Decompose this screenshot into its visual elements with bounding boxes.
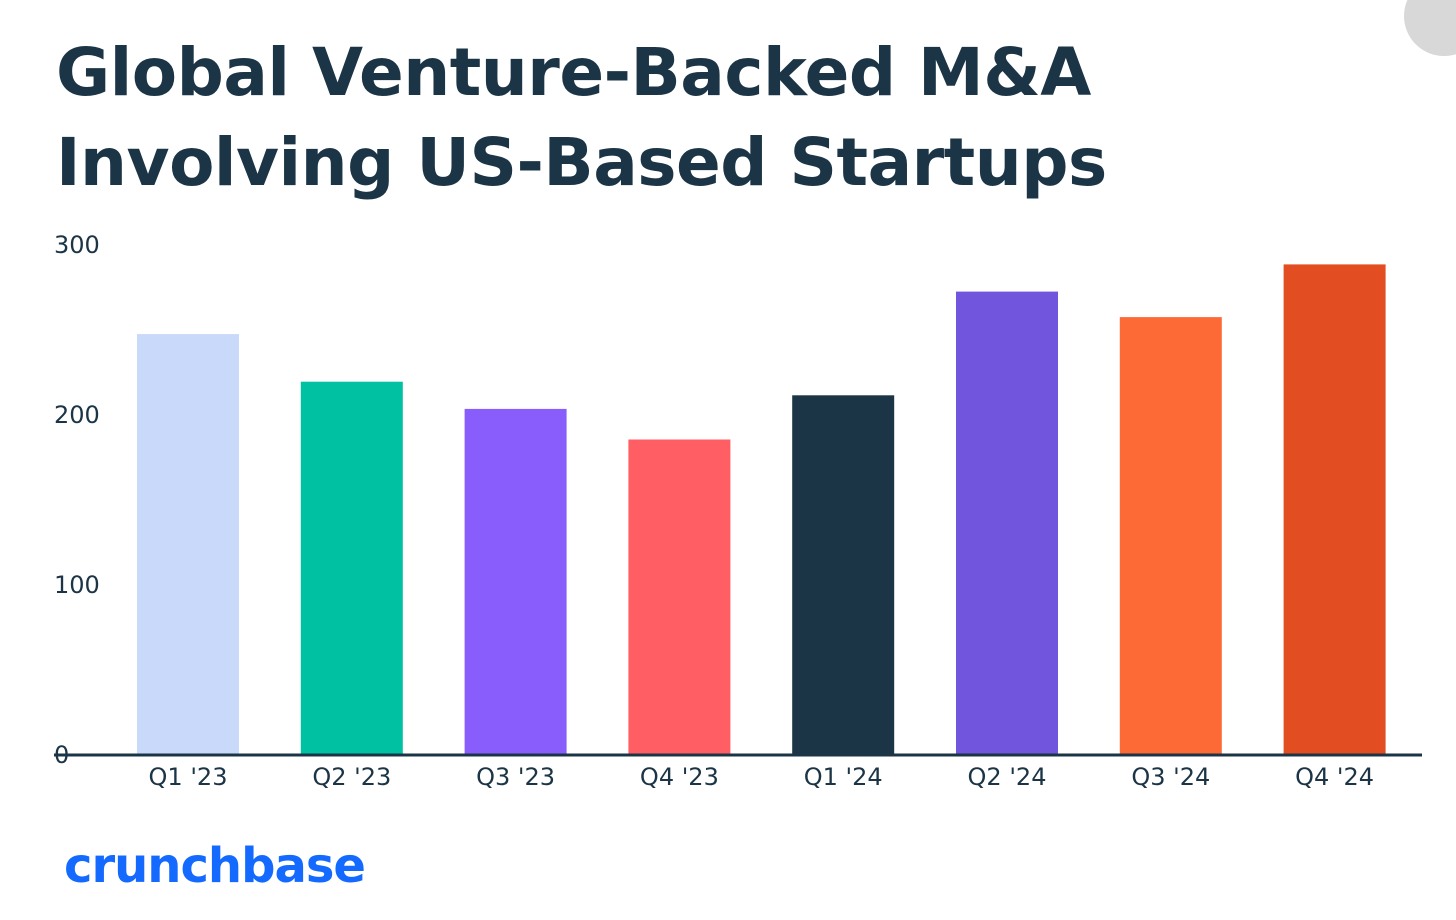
- bar: [956, 291, 1058, 754]
- x-tick-label: Q1 '23: [149, 763, 228, 791]
- x-tick-label: Q4 '24: [1295, 763, 1374, 791]
- y-tick-label: 200: [54, 401, 100, 429]
- x-tick-label: Q2 '24: [968, 763, 1047, 791]
- x-tick-label: Q1 '24: [804, 763, 883, 791]
- chart-title: Global Venture-Backed M&A Involving US-B…: [56, 34, 1107, 201]
- x-tick-label: Q2 '23: [312, 763, 391, 791]
- x-tick-label: Q3 '24: [1131, 763, 1210, 791]
- bar: [1283, 264, 1386, 754]
- y-tick-label: 100: [54, 571, 100, 599]
- x-tick-label: Q3 '23: [476, 763, 555, 791]
- bar: [1119, 317, 1222, 754]
- y-tick-label: 300: [54, 231, 100, 259]
- bar: [628, 439, 731, 754]
- bar: [137, 334, 239, 754]
- x-tick-label: Q4 '23: [640, 763, 719, 791]
- bar: [792, 395, 895, 754]
- bar: [300, 381, 403, 754]
- bar: [464, 408, 567, 754]
- bar-series: [137, 264, 1386, 754]
- crunchbase-logo: crunchbase: [64, 838, 366, 894]
- x-axis-ticks: Q1 '23 Q2 '23 Q3 '23 Q4 '23 Q1 '24 Q2 '24 Q3 '…: [149, 763, 1375, 791]
